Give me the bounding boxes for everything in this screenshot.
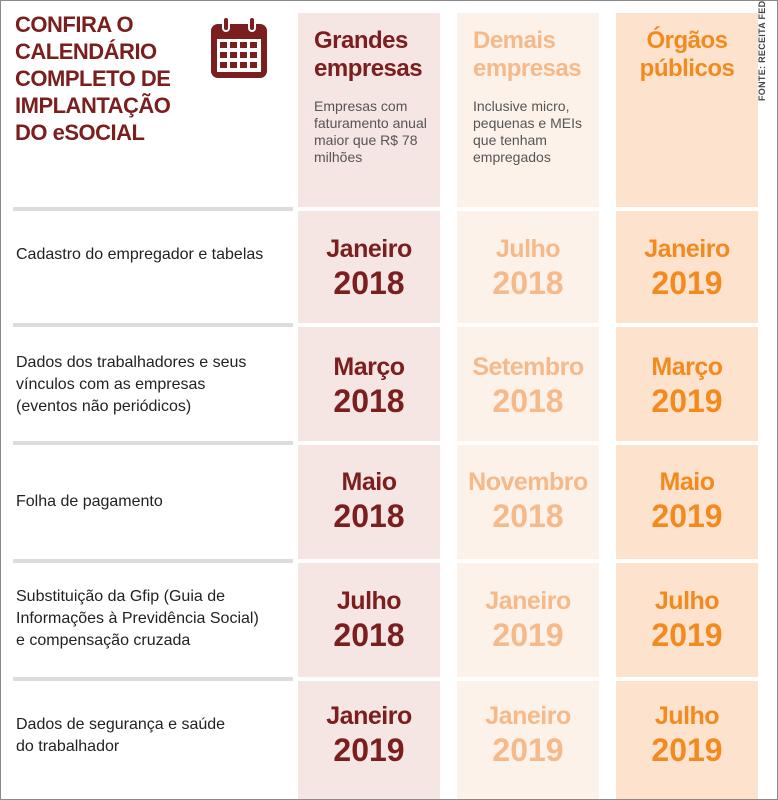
- cell-year: 2018: [492, 383, 564, 419]
- title-line: DO eSOCIAL: [15, 120, 145, 145]
- cell-year: 2019: [651, 732, 723, 768]
- row-divider: [13, 559, 293, 563]
- cell-month: Janeiro: [326, 235, 412, 263]
- column-subtitle-grandes: Empresas com faturamento anual maior que…: [314, 98, 427, 165]
- date-cell: Janeiro 2019: [616, 234, 758, 302]
- date-cell: Janeiro 2019: [457, 586, 599, 654]
- date-cell: Janeiro 2018: [298, 234, 440, 302]
- cell-year: 2019: [492, 732, 564, 768]
- column-background-orgaos: [616, 13, 758, 799]
- column-background-demais: [457, 13, 599, 799]
- cell-year: 2018: [492, 498, 564, 534]
- column-subtitle-demais: Inclusive micro, pequenas e MEIs que ten…: [473, 98, 582, 165]
- date-cell: Julho 2019: [616, 701, 758, 769]
- cell-month: Novembro: [468, 468, 588, 496]
- date-cell: Julho 2018: [298, 586, 440, 654]
- cell-month: Janeiro: [485, 702, 571, 730]
- row-label: Folha de pagamento: [16, 493, 163, 510]
- column-heading-grandes: Grandes empresas: [314, 27, 423, 82]
- column-heading-orgaos: Órgãos públicos: [639, 27, 735, 82]
- cell-month: Maio: [659, 468, 715, 496]
- date-cell: Janeiro 2019: [298, 701, 440, 769]
- row-divider: [13, 323, 293, 327]
- column-heading-demais: Demais empresas: [473, 27, 582, 82]
- cell-month: Julho: [336, 587, 402, 615]
- cell-year: 2018: [333, 383, 405, 419]
- row-divider: [13, 677, 293, 681]
- calendar-icon: [211, 16, 267, 78]
- row-gap: [298, 207, 758, 211]
- cell-year: 2018: [333, 498, 405, 534]
- cell-year: 2019: [651, 617, 723, 653]
- row-label: Dados de segurança e saúde do trabalhado…: [16, 716, 226, 755]
- cell-month: Maio: [341, 468, 397, 496]
- cell-month: Março: [333, 353, 405, 381]
- title-line: COMPLETO DE: [15, 66, 171, 91]
- source-credit: FONTE: RECEITA FEDERAL: [757, 0, 767, 101]
- page-title: CONFIRA O CALENDÁRIO COMPLETO DE IMPLANT…: [15, 11, 195, 146]
- date-cell: Setembro 2018: [457, 352, 599, 420]
- date-cell: Maio 2019: [616, 467, 758, 535]
- row-label: Dados dos trabalhadores e seus vínculos …: [16, 354, 247, 415]
- date-cell: Janeiro 2019: [457, 701, 599, 769]
- cell-year: 2019: [651, 498, 723, 534]
- date-cell: Maio 2018: [298, 467, 440, 535]
- date-cell: Março 2018: [298, 352, 440, 420]
- row-divider: [13, 207, 293, 211]
- title-line: CALENDÁRIO: [15, 39, 157, 64]
- title-line: IMPLANTAÇÃO: [15, 93, 171, 118]
- date-cell: Novembro 2018: [457, 467, 599, 535]
- row-gap: [298, 677, 758, 681]
- cell-month: Julho: [654, 702, 720, 730]
- cell-year: 2019: [333, 732, 405, 768]
- cell-year: 2019: [651, 265, 723, 301]
- cell-month: Julho: [495, 235, 561, 263]
- cell-year: 2018: [333, 265, 405, 301]
- cell-month: Julho: [654, 587, 720, 615]
- cell-year: 2019: [651, 383, 723, 419]
- cell-month: Janeiro: [326, 702, 412, 730]
- cell-month: Março: [651, 353, 723, 381]
- cell-year: 2019: [492, 617, 564, 653]
- title-line: CONFIRA O: [15, 12, 134, 37]
- date-cell: Março 2019: [616, 352, 758, 420]
- date-cell: Julho 2018: [457, 234, 599, 302]
- row-divider: [13, 441, 293, 445]
- column-background-grandes: [298, 13, 440, 799]
- date-cell: Julho 2019: [616, 586, 758, 654]
- row-label: Cadastro do empregador e tabelas: [16, 246, 264, 263]
- row-gap: [298, 559, 758, 563]
- row-label: Substituição da Gfip (Guia de Informaçõe…: [16, 588, 259, 649]
- cell-month: Setembro: [472, 353, 584, 381]
- cell-year: 2018: [333, 617, 405, 653]
- cell-month: Janeiro: [644, 235, 730, 263]
- cell-month: Janeiro: [485, 587, 571, 615]
- row-gap: [298, 323, 758, 327]
- row-gap: [298, 441, 758, 445]
- cell-year: 2018: [492, 265, 564, 301]
